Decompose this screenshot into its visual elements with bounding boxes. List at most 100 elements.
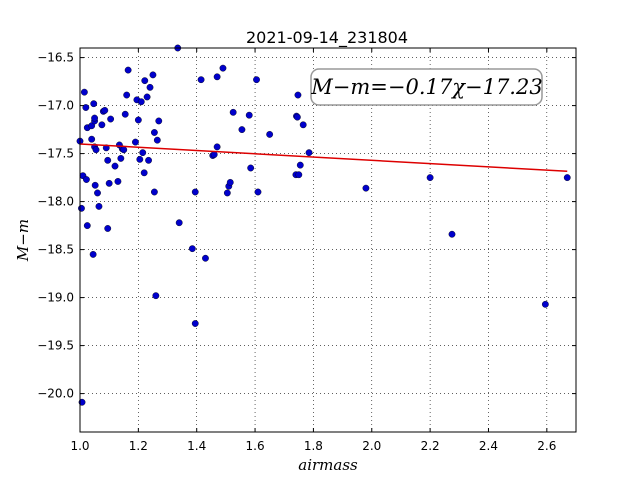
data-point [247,164,255,172]
data-point [101,107,109,114]
grid-lines [79,48,576,432]
x-tick-label: 2.0 [362,439,381,453]
annotation-box: M−m=−0.17χ−17.23 [310,68,543,106]
y-tick-label: −19.5 [37,339,74,353]
data-point [91,181,99,189]
data-point [191,188,199,196]
x-tick-label: 2.2 [421,439,440,453]
data-point [153,136,161,144]
data-point [83,222,91,230]
data-point [92,146,100,154]
data-point [145,156,152,164]
data-point [90,100,98,108]
x-axis-label: airmass [298,456,358,474]
data-point [91,114,98,122]
data-point [123,91,131,99]
axis-ticks: 1.0 1.2 1.4 1.6 1.8 2.0 2.2 2.4 2.6 −16.5 −17.0 −17… [37,48,576,453]
data-point [82,104,90,111]
data-point [448,230,456,238]
data-point [253,76,260,84]
data-point [140,169,148,177]
data-point [104,156,112,164]
data-point [229,108,237,116]
data-point [150,188,158,196]
data-point [89,250,97,258]
data-point [254,188,262,196]
data-point [191,320,199,327]
data-point [152,292,160,300]
data-point [362,184,370,192]
x-tick-label: 2.6 [537,439,556,453]
y-tick-label: −16.5 [37,51,74,65]
data-point [155,117,163,125]
plot-frame [79,47,577,433]
data-point [219,64,227,72]
data-point [149,71,157,79]
data-point [107,115,115,123]
x-tick-label: 2.4 [479,439,498,453]
data-point [238,126,246,134]
y-axis-label: M−m [14,219,32,262]
data-point [299,121,307,129]
data-point [541,300,549,308]
data-point [245,111,253,119]
data-point [121,110,129,118]
y-tick-label: −17.5 [37,147,74,161]
data-point [226,178,234,186]
data-point [94,189,101,197]
fit-line-group [79,143,568,173]
data-point [98,121,106,129]
data-point [136,155,144,163]
data-point [104,225,112,232]
x-tick-label: 1.2 [129,439,148,453]
fit-equation: M−m=−0.17χ−17.23 [310,75,542,99]
data-point [139,149,147,157]
data-point [202,254,209,262]
data-point [78,204,85,212]
data-point [296,161,304,169]
x-tick-label: 1.4 [187,439,206,453]
data-point [223,189,231,197]
y-tick-label: −19.0 [37,291,74,305]
data-point [563,174,571,182]
data-point [88,135,96,143]
x-tick-label: 1.0 [70,439,89,453]
data-point [95,202,103,210]
data-point [141,77,149,85]
data-point [83,176,90,183]
x-tick-label: 1.8 [304,439,323,453]
x-tick-label: 1.6 [246,439,265,453]
data-point [80,88,88,96]
data-point [146,83,154,91]
data-point [150,129,158,136]
data-point [295,171,303,179]
data-points [76,44,571,406]
data-point [132,138,139,146]
data-point [293,113,301,121]
data-point [294,91,302,99]
data-point [105,179,113,187]
data-point [124,66,132,74]
data-point [305,149,313,157]
data-point [114,178,122,185]
y-tick-label: −18.5 [37,243,74,257]
data-point [137,98,145,106]
data-point [111,162,119,170]
data-point [188,245,196,253]
data-point [213,143,221,151]
data-point [197,76,205,84]
chart-title: 2021-09-14_231804 [246,28,408,48]
data-point [266,130,274,138]
data-point [426,174,434,182]
y-tick-label: −18.0 [37,195,74,209]
data-point [117,154,125,162]
data-point [134,116,142,124]
y-tick-label: −20.0 [37,387,74,401]
data-point [143,93,151,101]
y-tick-label: −17.0 [37,99,74,113]
fit-line [79,143,568,173]
data-point [175,219,183,227]
data-point [213,73,221,81]
data-point [120,146,128,154]
